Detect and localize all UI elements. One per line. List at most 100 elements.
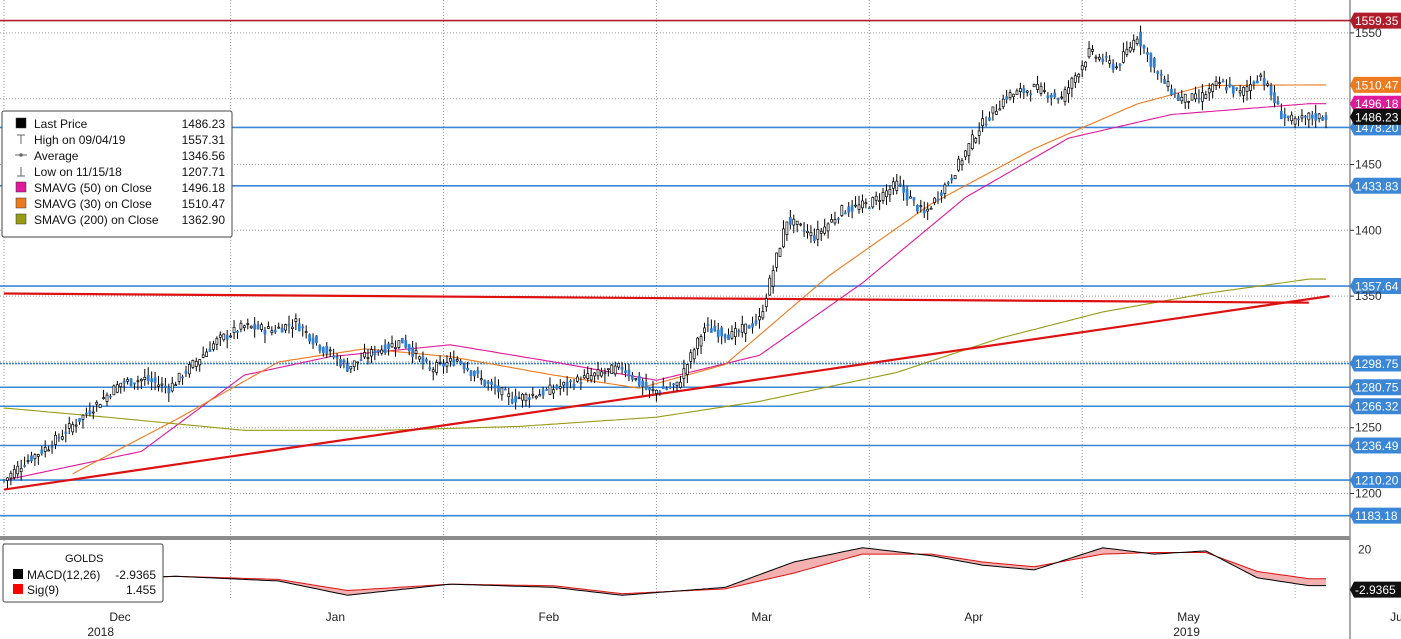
- candle-body: [940, 192, 943, 197]
- candle-body: [105, 394, 109, 402]
- candle-body: [1063, 89, 1067, 102]
- candle-body: [390, 343, 394, 348]
- y-tick-label: 1400: [1355, 223, 1382, 237]
- candle-body: [366, 357, 370, 359]
- price-legend: Last Price 1486.23 High on 09/04/19 1557.31…: [1, 110, 233, 238]
- candle-body: [881, 192, 885, 201]
- candle-body: [85, 412, 88, 415]
- candle-body: [871, 197, 875, 208]
- candle-body: [335, 356, 339, 359]
- candle-body: [830, 219, 833, 223]
- level-tag-label: 1236.49: [1355, 439, 1399, 453]
- candle-body: [586, 373, 590, 379]
- candle-body: [720, 327, 724, 337]
- candle-body: [878, 200, 881, 202]
- candle-body: [737, 330, 741, 333]
- candle-body: [181, 376, 184, 379]
- candle-body: [342, 360, 346, 362]
- candle-body: [936, 198, 940, 201]
- candle-body: [576, 376, 579, 382]
- candle-body: [1043, 90, 1046, 92]
- candle-body: [459, 360, 463, 365]
- candle-body: [383, 344, 387, 354]
- candle-body: [1180, 96, 1184, 102]
- price-tag-label: 1486.23: [1355, 110, 1399, 124]
- candle-body: [572, 384, 576, 388]
- candle-body: [885, 190, 888, 197]
- candle-body: [778, 248, 782, 257]
- candle-body: [394, 346, 397, 350]
- x-axis: DecJanFebMarAprMayJunJulAugSep20182019: [87, 610, 1401, 639]
- candle-body: [1259, 74, 1263, 78]
- candle-body: [57, 437, 61, 439]
- candle-body: [503, 388, 507, 391]
- candle-body: [500, 387, 504, 396]
- candle-body: [634, 378, 638, 380]
- legend-value: 1496.18: [182, 181, 226, 195]
- candle-body: [799, 223, 803, 226]
- candle-body: [232, 327, 236, 334]
- candle-body: [1125, 48, 1129, 55]
- candle-body: [418, 356, 421, 360]
- candle-body: [1029, 93, 1033, 96]
- moving-averages: [3, 84, 1326, 481]
- candle-body: [215, 338, 219, 345]
- candle-body: [1067, 87, 1070, 95]
- candle-body: [1108, 60, 1112, 64]
- candle-body: [596, 369, 600, 377]
- candle-body: [174, 384, 178, 386]
- candle-body: [253, 323, 257, 330]
- candle-body: [1060, 96, 1063, 99]
- legend-value: 1207.71: [182, 165, 226, 179]
- candle-body: [167, 387, 171, 394]
- price-tag: [1350, 76, 1401, 93]
- candle-body: [143, 376, 147, 380]
- candle-body: [260, 324, 263, 330]
- candle-body: [64, 431, 68, 434]
- candle-body: [170, 382, 174, 392]
- candle-body: [1135, 38, 1139, 44]
- candle-body: [414, 350, 418, 354]
- level-tag-label: 1357.64: [1355, 280, 1399, 294]
- candle-body: [1293, 117, 1297, 125]
- x-month-label: Apr: [964, 610, 983, 624]
- candle-body: [81, 414, 85, 420]
- candle-body: [74, 424, 78, 427]
- candle-body: [648, 387, 651, 391]
- candle-body: [905, 189, 909, 201]
- macd-legend-swatch: [13, 569, 23, 579]
- candle-body: [1314, 113, 1318, 121]
- candle-body: [819, 230, 823, 234]
- candle-body: [1286, 115, 1290, 119]
- candle-body: [301, 326, 305, 329]
- level-tag-label: 1298.75: [1355, 357, 1399, 371]
- candle-body: [1159, 73, 1163, 76]
- trendline: [3, 292, 1309, 304]
- legend-value: 1362.90: [182, 213, 226, 227]
- candle-body: [788, 217, 792, 225]
- candle-body: [679, 381, 682, 388]
- legend-swatch: [15, 213, 27, 225]
- macd-legend-label: MACD(12,26): [27, 568, 100, 582]
- candle-body: [682, 368, 686, 379]
- candle-body: [256, 324, 260, 330]
- candle-body: [665, 388, 669, 390]
- candle-body: [1008, 92, 1012, 98]
- candle-body: [723, 334, 727, 339]
- legend-value: 1510.47: [182, 197, 226, 211]
- candle-body: [150, 378, 154, 383]
- legend-swatch: [15, 181, 27, 193]
- candle-body: [661, 386, 665, 390]
- candle-body: [1166, 81, 1170, 87]
- candle-body: [761, 311, 765, 319]
- level-tag-label: 1433.83: [1355, 179, 1399, 193]
- candle-body: [998, 108, 1002, 111]
- x-month-label: Dec: [109, 610, 130, 624]
- candle-body: [2, 479, 6, 482]
- candle-body: [19, 468, 23, 472]
- y-tick-label: 1450: [1355, 158, 1382, 172]
- candle-body: [1015, 90, 1019, 95]
- candle-body: [1279, 110, 1283, 120]
- candle-body: [692, 349, 696, 360]
